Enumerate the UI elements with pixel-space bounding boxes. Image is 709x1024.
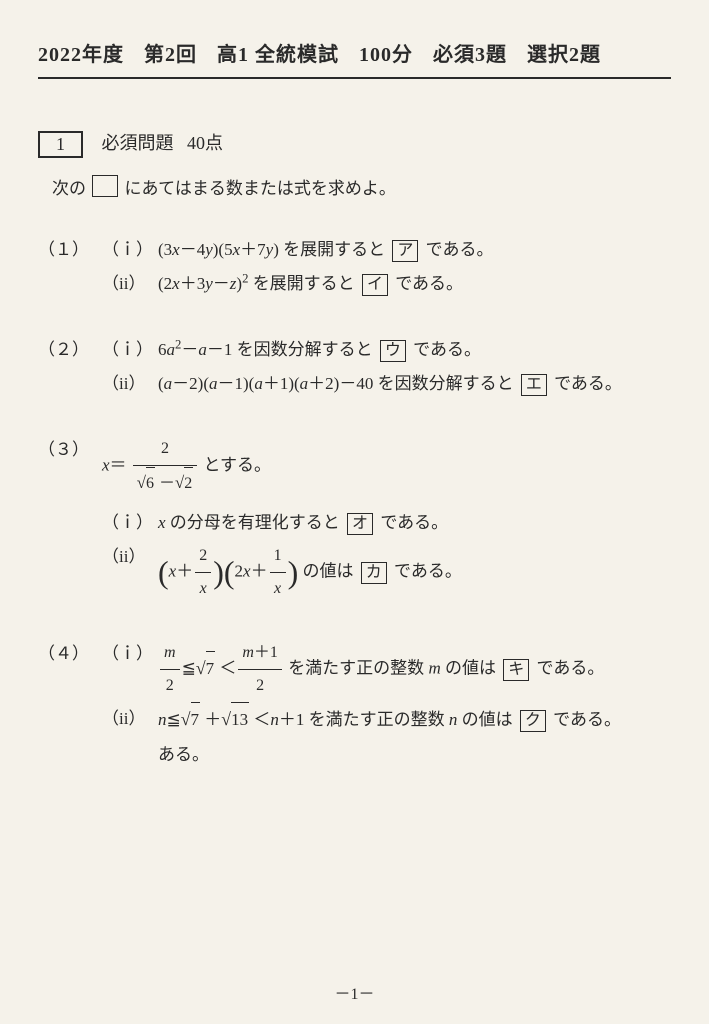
problem-1-i: （ｉ） (3x－4y)(5x＋7y) を展開すると ア である。 xyxy=(102,233,671,267)
header-grade: 高1 全統模試 xyxy=(217,44,339,66)
exam-header: 2022年度 第2回 高1 全統模試 100分 必須3題 選択2題 xyxy=(38,38,671,67)
question-number-box: 1 xyxy=(38,131,83,158)
problem-4-num: （４） xyxy=(38,637,102,772)
header-required: 必須3題 xyxy=(433,44,507,66)
answer-box-u: ウ xyxy=(380,340,406,362)
header-optional: 選択2題 xyxy=(527,44,601,66)
problem-2-i: （ｉ） 6a2－a－1 を因数分解すると ウ である。 xyxy=(102,333,671,367)
problem-1-num: （１） xyxy=(38,233,102,301)
problem-4: （４） （ｉ） m2≦7 ＜m＋12 を満たす正の整数 m の値は キ である。… xyxy=(38,637,671,772)
header-year: 2022年度 xyxy=(38,44,124,66)
exam-page: 2022年度 第2回 高1 全統模試 100分 必須3題 選択2題 1 必須問題… xyxy=(0,0,709,1024)
page-number: －1－ xyxy=(0,980,709,1004)
answer-box-a: ア xyxy=(392,240,418,262)
blank-box-icon xyxy=(92,175,118,197)
problem-3: （３） x＝ 2 6 －2 とする。 （ｉ） x の分母を有理化すると オ であ… xyxy=(38,433,671,605)
section-header: 1 必須問題 40点 xyxy=(38,129,671,158)
answer-box-o: オ xyxy=(347,513,373,535)
problem-3-ii: （ii） (x＋2x)(2x＋1x) の値は カ である。 xyxy=(102,540,671,605)
problem-2-num: （２） xyxy=(38,333,102,401)
problem-3-i: （ｉ） x の分母を有理化すると オ である。 xyxy=(102,506,671,540)
header-session: 第2回 xyxy=(144,44,197,66)
problem-3-lead: x＝ 2 6 －2 とする。 xyxy=(102,433,671,500)
answer-box-ku: ク xyxy=(520,710,546,732)
section-points: 40点 xyxy=(187,133,223,153)
problem-3-num: （３） xyxy=(38,433,102,605)
header-time: 100分 xyxy=(359,44,413,66)
problem-1-ii: （ii） (2x＋3y－z)2 を展開すると イ である。 xyxy=(102,267,671,301)
answer-box-e: エ xyxy=(521,374,547,396)
fraction: 2 6 －2 xyxy=(133,433,197,500)
answer-box-i: イ xyxy=(362,274,388,296)
answer-box-ka: カ xyxy=(361,562,387,584)
instruction: 次の にあてはまる数または式を求めよ。 xyxy=(52,174,671,199)
problem-2-ii: （ii） (a－2)(a－1)(a＋1)(a＋2)－40 を因数分解すると エ … xyxy=(102,367,671,401)
header-rule xyxy=(38,77,671,79)
problem-4-ii: （ii） n≦7 ＋13 ＜n＋1 を満たす正の整数 n の値は ク である。あ… xyxy=(102,702,671,772)
problem-1: （１） （ｉ） (3x－4y)(5x＋7y) を展開すると ア である。 （ii… xyxy=(38,233,671,301)
problem-2: （２） （ｉ） 6a2－a－1 を因数分解すると ウ である。 （ii） (a－… xyxy=(38,333,671,401)
problems: （１） （ｉ） (3x－4y)(5x＋7y) を展開すると ア である。 （ii… xyxy=(38,233,671,772)
answer-box-ki: キ xyxy=(503,659,529,681)
section-type: 必須問題 xyxy=(102,133,174,153)
problem-4-i: （ｉ） m2≦7 ＜m＋12 を満たす正の整数 m の値は キ である。 xyxy=(102,637,671,702)
